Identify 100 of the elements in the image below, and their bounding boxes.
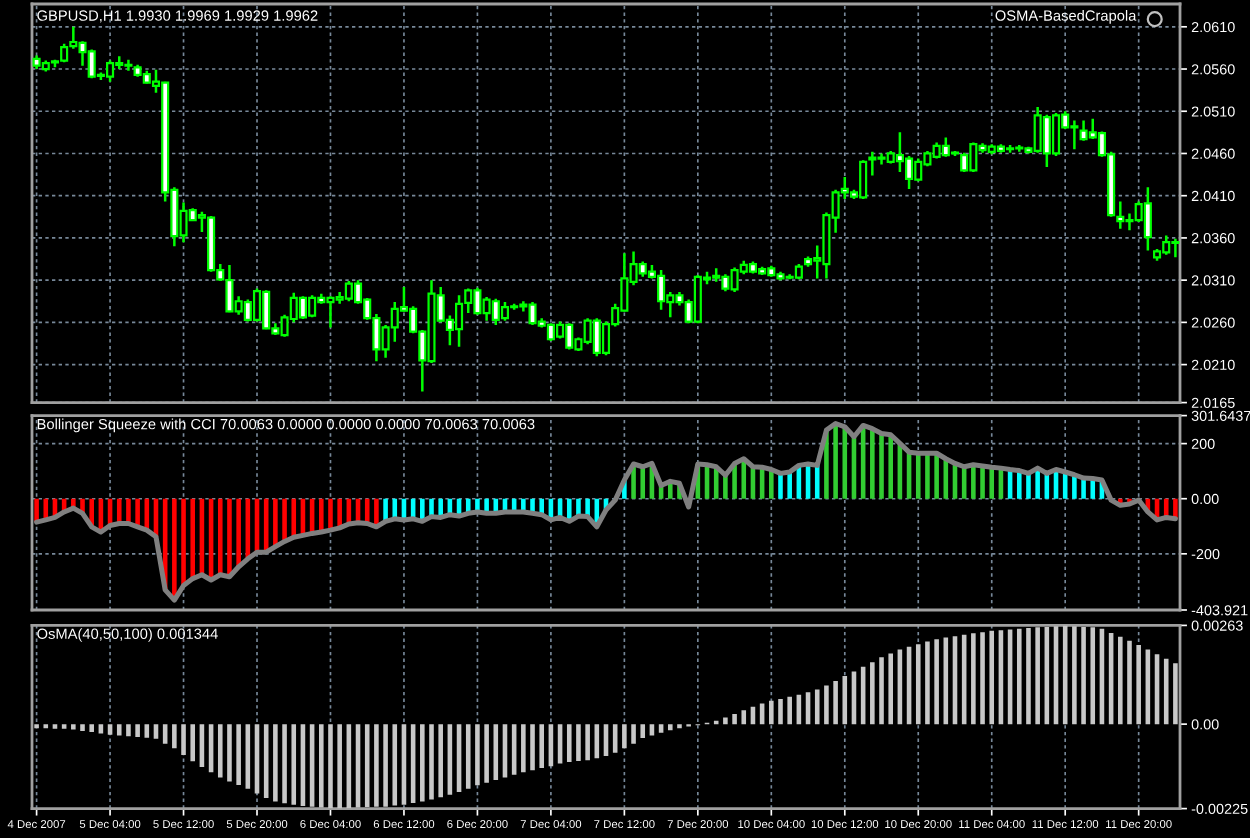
bar bbox=[842, 426, 848, 499]
bar bbox=[667, 724, 673, 731]
bar bbox=[778, 698, 783, 725]
bar bbox=[576, 724, 581, 761]
bar bbox=[769, 700, 774, 725]
bar bbox=[640, 466, 646, 499]
bar bbox=[989, 467, 995, 499]
bar bbox=[787, 696, 792, 725]
bar bbox=[870, 428, 875, 499]
bar bbox=[934, 453, 939, 499]
bar bbox=[870, 662, 875, 725]
bar bbox=[723, 717, 728, 725]
candlestick bbox=[1051, 111, 1061, 158]
bar bbox=[282, 498, 287, 542]
bar bbox=[925, 641, 930, 725]
bar bbox=[190, 498, 196, 579]
bar bbox=[135, 724, 140, 737]
bar bbox=[925, 453, 930, 499]
bar bbox=[282, 724, 287, 804]
bar bbox=[539, 724, 545, 769]
bar bbox=[631, 724, 636, 744]
bar bbox=[383, 498, 388, 522]
candlestick bbox=[252, 287, 262, 323]
bar bbox=[1127, 640, 1132, 725]
bar bbox=[879, 433, 884, 499]
bar bbox=[181, 498, 186, 586]
bar bbox=[888, 434, 893, 499]
bar bbox=[172, 724, 177, 749]
bar bbox=[89, 724, 94, 733]
bar bbox=[181, 724, 186, 755]
bar bbox=[328, 498, 333, 531]
bar bbox=[475, 724, 480, 786]
bar bbox=[980, 465, 985, 499]
bar bbox=[364, 724, 370, 808]
bar bbox=[1072, 474, 1077, 499]
bar bbox=[337, 498, 342, 528]
bar bbox=[392, 724, 398, 806]
bar bbox=[383, 724, 388, 807]
bar bbox=[1081, 626, 1086, 725]
bar bbox=[465, 724, 471, 789]
bar bbox=[217, 724, 223, 778]
bar bbox=[888, 653, 893, 725]
bar bbox=[328, 724, 333, 809]
bar bbox=[1026, 628, 1031, 725]
bar bbox=[374, 724, 379, 807]
bar bbox=[566, 724, 572, 763]
bar bbox=[741, 710, 747, 725]
bar bbox=[787, 471, 792, 499]
bar bbox=[291, 498, 297, 538]
bar bbox=[126, 724, 131, 737]
bar bbox=[429, 724, 434, 800]
bar bbox=[915, 644, 921, 725]
bar bbox=[116, 724, 122, 736]
bar bbox=[1163, 658, 1169, 725]
bar bbox=[741, 458, 747, 499]
bar bbox=[814, 465, 820, 499]
line-series bbox=[34, 420, 1178, 603]
bar bbox=[34, 498, 39, 523]
bar bbox=[1072, 626, 1077, 725]
bar bbox=[1016, 628, 1022, 725]
bar bbox=[879, 657, 884, 725]
bar bbox=[319, 498, 324, 533]
bar bbox=[319, 724, 324, 808]
bar bbox=[236, 724, 241, 785]
bar bbox=[530, 724, 535, 771]
bar bbox=[236, 498, 241, 567]
bar bbox=[1016, 470, 1022, 499]
candlestick bbox=[1143, 186, 1152, 252]
bar bbox=[732, 714, 737, 725]
bar bbox=[521, 724, 526, 773]
bar bbox=[980, 632, 985, 725]
bar bbox=[833, 680, 838, 725]
bar bbox=[190, 724, 196, 762]
bar bbox=[153, 724, 159, 739]
bar bbox=[1118, 636, 1123, 725]
candlestick bbox=[500, 300, 510, 322]
bar bbox=[989, 630, 995, 725]
bar bbox=[273, 498, 278, 547]
bar bbox=[80, 724, 85, 731]
bar bbox=[842, 676, 848, 725]
bar bbox=[107, 724, 113, 735]
bar bbox=[622, 724, 627, 749]
bar bbox=[640, 724, 646, 739]
bar bbox=[420, 724, 425, 802]
bar bbox=[585, 724, 590, 761]
bar bbox=[217, 498, 223, 575]
bar bbox=[824, 685, 829, 725]
bar bbox=[1173, 663, 1178, 725]
bar bbox=[1090, 627, 1096, 725]
bar bbox=[814, 689, 820, 725]
bar bbox=[98, 724, 104, 734]
bar bbox=[144, 724, 150, 738]
bar bbox=[1035, 627, 1040, 725]
bar bbox=[658, 724, 664, 733]
bar bbox=[227, 724, 232, 782]
bar bbox=[291, 724, 297, 805]
bar bbox=[833, 423, 838, 499]
bar bbox=[493, 724, 499, 781]
bar bbox=[273, 724, 278, 802]
bar bbox=[971, 464, 976, 499]
